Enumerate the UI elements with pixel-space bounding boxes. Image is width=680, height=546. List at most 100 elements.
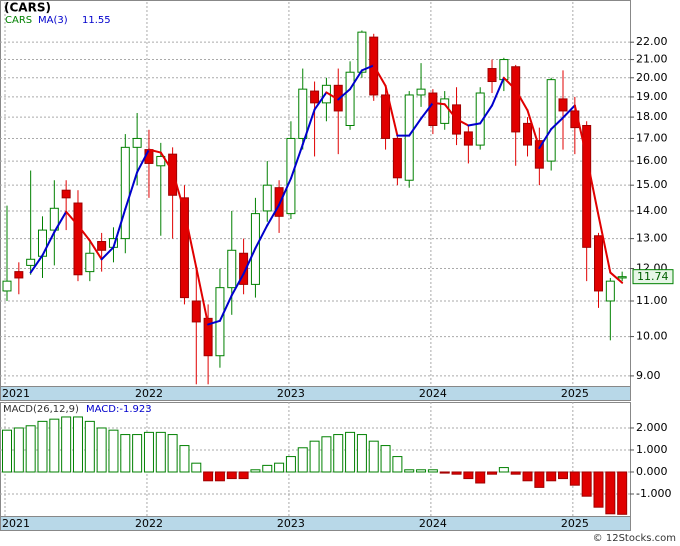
y-tick-label: 2.000 <box>636 421 668 434</box>
y-tick-label: 20.00 <box>636 71 668 84</box>
macd-bar <box>167 434 178 473</box>
candle-body <box>404 94 414 181</box>
ma-segment <box>124 171 139 211</box>
ma-segment <box>289 143 304 180</box>
macd-bar <box>321 436 332 473</box>
candle-body <box>558 98 568 112</box>
macd-bar <box>84 420 95 473</box>
ma-segment <box>491 76 505 107</box>
ma-segment <box>65 210 79 227</box>
macd-bar <box>2 429 12 473</box>
price-panel <box>0 0 631 387</box>
ma-segment <box>301 108 316 146</box>
x-tick-label: 2021 <box>2 517 30 530</box>
ma-segment <box>573 104 588 159</box>
candle-body <box>132 137 142 148</box>
date-strip <box>0 386 631 401</box>
candle-body <box>73 202 83 276</box>
ma-segment <box>349 69 363 91</box>
ma-segment <box>254 224 269 250</box>
ma-segment <box>207 319 221 326</box>
ma-segment <box>278 177 292 206</box>
ma-segment <box>502 76 517 91</box>
macd-bar <box>416 469 427 473</box>
macd-bar <box>285 456 296 473</box>
ma-segment <box>597 214 612 274</box>
macd-value: MACD:-1.923 <box>86 404 152 415</box>
ma-segment <box>242 247 257 275</box>
price-tag-label: 11.74 <box>637 270 669 283</box>
footer: © 12Stocks.com <box>593 533 676 544</box>
candle-body <box>37 229 47 257</box>
macd-bar <box>404 469 415 473</box>
candle-body <box>582 125 592 248</box>
candle-body <box>523 122 533 146</box>
ma-segment <box>431 101 446 106</box>
macd-bar <box>203 471 214 482</box>
ma-segment <box>136 148 150 174</box>
macd-bar <box>487 471 498 475</box>
macd-legend: MACD(26,12,9) <box>3 404 79 415</box>
ma-segment <box>266 203 281 227</box>
y-tick-label: 14.00 <box>636 204 668 217</box>
candle-body <box>191 300 201 323</box>
ma-segment <box>313 91 328 111</box>
macd-bar <box>427 469 438 473</box>
candle-body <box>26 258 36 266</box>
date-strip <box>0 516 631 531</box>
candle-body <box>534 140 544 169</box>
price-tag <box>632 269 674 285</box>
macd-bar <box>226 471 237 480</box>
y-tick-label: 21.00 <box>636 53 668 66</box>
y-tick-label: 19.00 <box>636 90 668 103</box>
y-tick-label: 10.00 <box>636 330 668 343</box>
candle-body <box>594 235 603 292</box>
candle-body <box>239 252 249 285</box>
candle-body <box>381 94 391 139</box>
x-tick-label: 2023 <box>277 517 305 530</box>
y-tick-label: 0.000 <box>636 465 668 478</box>
candle-body <box>440 98 450 124</box>
y-tick-label: 17.00 <box>636 131 668 144</box>
ma-segment <box>550 116 565 131</box>
macd-bar <box>191 462 202 473</box>
ma-segment <box>325 91 340 101</box>
macd-bar <box>605 471 616 515</box>
candle-body <box>487 68 497 83</box>
macd-bar <box>297 447 308 473</box>
candle-body <box>97 240 107 251</box>
candle-body <box>617 276 627 279</box>
macd-bar <box>510 471 521 475</box>
macd-bar <box>368 440 379 473</box>
macd-bar <box>143 431 154 473</box>
ma-segment <box>479 104 494 125</box>
ma-segment <box>159 151 174 173</box>
candle-body <box>345 71 355 127</box>
candle-body <box>156 155 166 167</box>
macd-bar <box>25 425 36 473</box>
ma-segment <box>41 231 56 257</box>
macd-bar <box>475 471 486 484</box>
y-tick-label: 22.00 <box>636 35 668 48</box>
candle-body <box>227 249 237 289</box>
macd-bar <box>72 416 83 473</box>
macd-bar <box>155 431 166 473</box>
ma-segment <box>467 122 482 127</box>
ma-segment <box>443 103 458 121</box>
ma-segment <box>230 272 245 297</box>
candle-body <box>605 280 615 302</box>
macd-bar <box>522 471 533 482</box>
x-tick-label: 2024 <box>419 517 447 530</box>
candle-body <box>416 88 426 96</box>
ma-segment <box>408 117 423 137</box>
ma-segment <box>420 101 434 120</box>
candle-body <box>298 88 308 139</box>
chart-title: (CARS) <box>4 1 51 15</box>
macd-bar <box>451 471 462 475</box>
macd-bar <box>546 471 557 482</box>
macd-bar <box>333 434 344 473</box>
macd-bar <box>108 429 119 473</box>
macd-bar <box>61 416 72 473</box>
macd-bar <box>617 471 628 515</box>
x-tick-label: 2023 <box>277 387 305 400</box>
